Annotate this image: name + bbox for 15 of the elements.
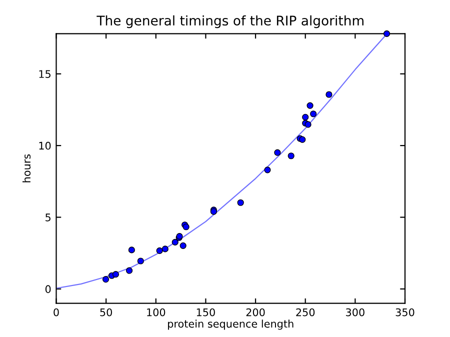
y-tick-label: 0 — [45, 285, 51, 294]
y-axis-title: hours — [22, 154, 31, 182]
x-tick-label: 50 — [100, 308, 112, 316]
x-tick-label: 350 — [396, 308, 414, 316]
x-tick-label: 200 — [246, 308, 265, 316]
x-tick-label: 250 — [296, 308, 315, 316]
x-tick-label: 300 — [346, 308, 364, 316]
x-tick-label: 150 — [196, 308, 215, 316]
chart-title: The general timings of the RIP algorithm — [96, 15, 364, 28]
x-axis-title: protein sequence length — [168, 320, 294, 330]
y-tick-label: 5 — [46, 214, 50, 222]
y-tick-label: 10 — [39, 142, 51, 150]
y-tick-label: 15 — [39, 70, 50, 78]
x-tick-label: 0 — [54, 308, 59, 316]
x-tick-label: 100 — [147, 308, 166, 316]
